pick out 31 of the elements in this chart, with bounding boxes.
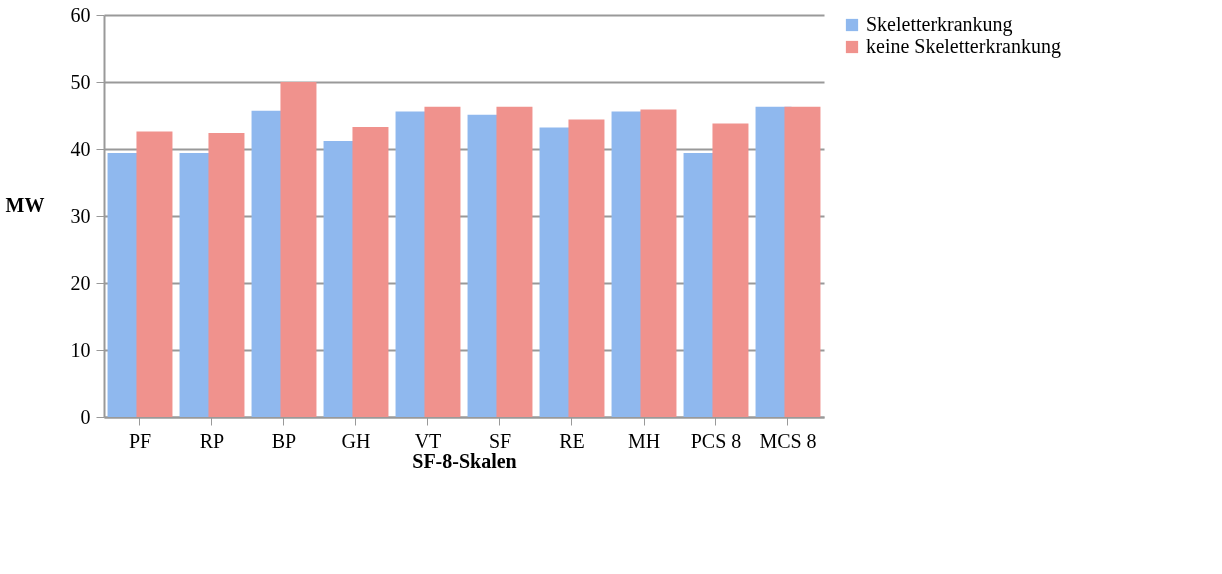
x-tick-label: VT (414, 429, 442, 452)
x-tick-label: MH (627, 429, 661, 452)
bar (352, 126, 389, 417)
x-tick-label: GH (341, 429, 371, 452)
x-tick-label: MCS 8 (759, 429, 817, 452)
x-tick-label: BP (271, 429, 297, 452)
x-tick-label: RP (199, 429, 225, 452)
bar (496, 106, 533, 417)
y-tick-label: 10 (70, 338, 91, 361)
y-tick-label: 40 (70, 137, 91, 160)
y-axis-title: MW (5, 193, 45, 216)
x-tick-label: SF (488, 429, 512, 452)
x-tick-label: RE (559, 429, 585, 452)
y-tick-label: 0 (80, 405, 91, 428)
bar (640, 109, 677, 417)
y-tick-label: 50 (70, 70, 91, 93)
bar (208, 132, 245, 417)
y-tick-label: 60 (70, 3, 91, 26)
legend-label: keine Skeletterkrankung (866, 35, 1061, 58)
y-tick-label: 30 (70, 204, 91, 227)
bar (280, 82, 317, 417)
x-tick-label: PF (128, 429, 152, 452)
bar (712, 123, 749, 417)
bar (424, 106, 461, 417)
legend-label: Skeletterkrankung (866, 13, 1013, 36)
bar (784, 106, 821, 417)
bar (136, 131, 173, 417)
y-tick-label: 20 (70, 271, 91, 294)
x-axis-title: SF-8-Skalen (412, 449, 517, 472)
x-tick-label: PCS 8 (690, 429, 742, 452)
bar (568, 119, 605, 417)
